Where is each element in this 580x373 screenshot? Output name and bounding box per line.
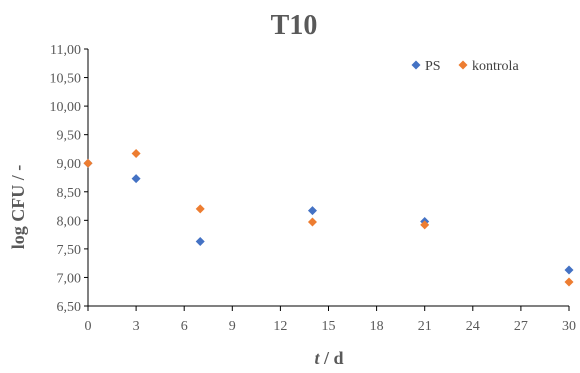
data-point-ps xyxy=(131,174,141,184)
data-point-kontrola xyxy=(83,158,93,168)
plot-area xyxy=(87,49,569,307)
x-ticks: 0 3 6 9 12 15 18 21 24 27 30 xyxy=(85,306,576,334)
y-axis-title: log CFU / - xyxy=(8,165,28,250)
legend-label: kontrola xyxy=(472,59,519,74)
legend-label: PS xyxy=(425,59,441,74)
data-point-kontrola xyxy=(195,204,205,214)
y-tick-label: 6,50 xyxy=(57,300,82,315)
x-axis-title-unit: / d xyxy=(320,348,344,368)
x-axis-title-var: t xyxy=(314,348,320,368)
x-tick-label: 15 xyxy=(322,319,336,334)
y-tick-label: 8,50 xyxy=(57,186,82,201)
y-tick-label: 10,00 xyxy=(50,100,82,115)
data-point-ps xyxy=(307,206,317,216)
y-tick-label: 10,50 xyxy=(50,72,82,87)
x-tick-label: 0 xyxy=(85,319,92,334)
y-tick-label: 11,00 xyxy=(50,43,81,58)
y-tick-label: 7,50 xyxy=(57,243,82,258)
x-tick-label: 24 xyxy=(466,319,480,334)
y-tick-label: 7,00 xyxy=(57,271,82,286)
y-tick-label: 9,50 xyxy=(57,129,82,144)
y-tick-label: 9,00 xyxy=(57,157,82,172)
data-point-kontrola xyxy=(564,277,574,287)
x-tick-label: 3 xyxy=(133,319,140,334)
data-point-ps xyxy=(564,265,574,275)
data-points xyxy=(83,149,574,287)
data-point-kontrola xyxy=(307,217,317,227)
x-tick-label: 27 xyxy=(514,319,528,334)
legend-marker xyxy=(458,60,468,70)
x-tick-label: 12 xyxy=(273,319,287,334)
y-ticks: 6,50 7,00 7,50 8,00 8,50 9,00 9,50 10,00 10,50 11… xyxy=(50,43,88,315)
data-point-kontrola xyxy=(131,149,141,159)
x-tick-label: 9 xyxy=(229,319,236,334)
legend: PS kontrola xyxy=(411,59,519,74)
data-point-ps xyxy=(195,236,205,246)
x-axis-title: t / d xyxy=(314,348,343,368)
chart-title: T10 xyxy=(271,10,318,41)
y-tick-label: 8,00 xyxy=(57,214,82,229)
x-tick-label: 21 xyxy=(418,319,432,334)
x-tick-label: 18 xyxy=(370,319,384,334)
data-point-kontrola xyxy=(420,220,430,230)
x-tick-label: 6 xyxy=(181,319,188,334)
legend-marker xyxy=(411,60,421,70)
x-tick-label: 30 xyxy=(562,319,576,334)
